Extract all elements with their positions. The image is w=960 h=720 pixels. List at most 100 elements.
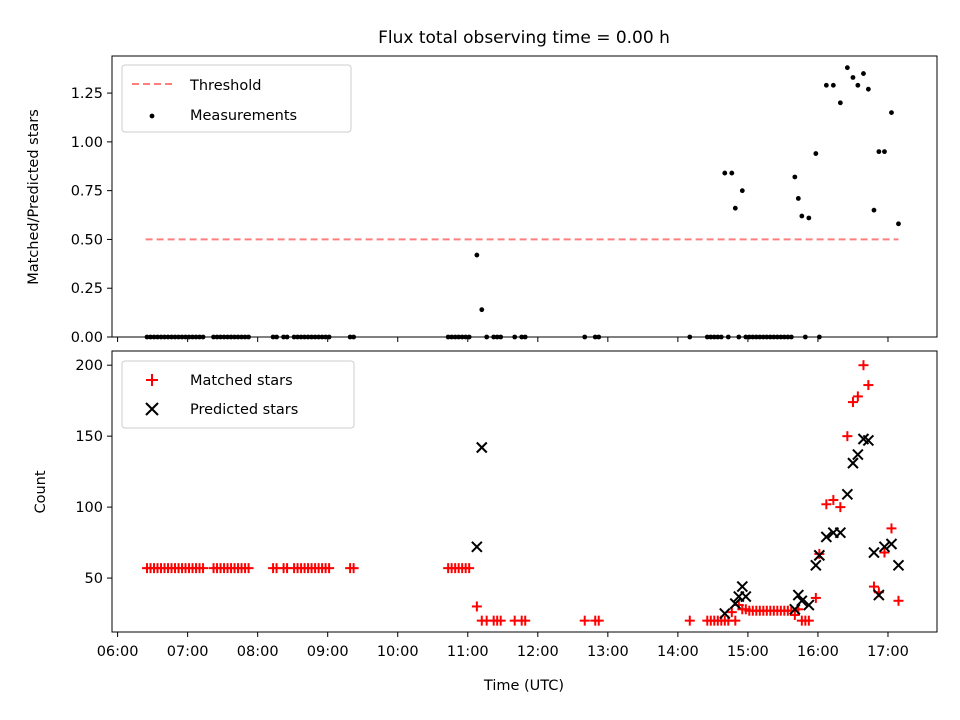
predicted-star-point — [729, 597, 742, 610]
bottom-x-tick-label: 09:00 — [307, 644, 349, 660]
top-y-tick-label: 0.50 — [71, 232, 103, 248]
predicted-star-point — [789, 603, 801, 616]
matched-star-point — [803, 615, 814, 626]
predicted-star-point — [792, 589, 805, 601]
predicted-star-point — [873, 589, 885, 601]
top-legend-box — [121, 64, 352, 133]
bottom-x-axis-label: Time (UTC) — [483, 678, 564, 694]
matched-star-point — [868, 581, 879, 592]
predicted-star-point — [796, 595, 808, 607]
bottom-x-tick-label: 11:00 — [447, 644, 489, 660]
measurement-point — [844, 65, 850, 71]
legend-matched-label: Matched stars — [190, 373, 293, 389]
matched-star-point — [893, 595, 904, 606]
matched-star-point — [520, 615, 531, 626]
measurement-point — [799, 213, 805, 219]
legend-threshold-label: Threshold — [189, 78, 261, 94]
top-panel: Flux total observing time = 0.00 h 0.00 0… — [26, 28, 938, 346]
bottom-x-tick-label: 12:00 — [517, 644, 559, 660]
bottom-legend: Matched stars Predicted stars — [121, 360, 355, 429]
bottom-x-tick-label: 07:00 — [167, 644, 209, 660]
matched-star-point — [835, 502, 846, 513]
predicted-star-point — [841, 488, 854, 501]
predicted-star-point — [878, 541, 891, 553]
measurement-point — [795, 196, 801, 201]
bottom-x-tick-label: 15:00 — [727, 644, 769, 660]
bottom-y-tick-label: 200 — [75, 358, 103, 374]
measurement-point — [732, 205, 738, 211]
matched-star-point — [348, 563, 359, 574]
matched-star-point — [863, 380, 874, 391]
measurement-point — [806, 215, 812, 221]
predicted-star-point — [813, 549, 826, 562]
predicted-star-point — [834, 526, 847, 539]
matched-star-point — [814, 548, 825, 559]
measurement-point — [882, 149, 887, 155]
measurement-point — [474, 252, 480, 258]
matched-star-point — [879, 547, 890, 558]
measurement-point — [889, 110, 894, 115]
bottom-points-layer — [142, 360, 905, 626]
top-y-tick-label: 0.00 — [71, 330, 103, 346]
predicted-star-point — [803, 599, 815, 611]
matched-star-point — [726, 607, 737, 618]
predicted-star-point — [862, 434, 875, 447]
top-y-ticks: 0.00 0.25 0.50 0.75 1.00 1.25 — [71, 86, 112, 346]
predicted-star-point — [868, 546, 880, 559]
matched-star-point — [579, 615, 590, 626]
predicted-star-point — [471, 541, 483, 553]
bottom-x-tick-label: 13:00 — [587, 644, 629, 660]
matched-star-point — [858, 360, 869, 371]
predicted-star-point — [476, 441, 488, 454]
matched-star-point — [495, 615, 506, 626]
matched-star-point — [789, 609, 800, 620]
top-plot-frame — [111, 55, 938, 338]
matched-star-point — [821, 499, 832, 510]
measurement-point — [792, 174, 798, 180]
bottom-panel: 06:00 07:00 08:00 09:00 10:00 11:00 12:00 13:00… — [33, 350, 938, 694]
bottom-x-tick-label: 06:00 — [97, 644, 139, 660]
bottom-y-tick-label: 50 — [85, 571, 103, 587]
top-legend: Threshold Measurements — [121, 64, 352, 133]
legend-measurements-swatch — [149, 113, 155, 119]
top-y-tick-label: 0.25 — [71, 281, 103, 297]
measurement-point — [830, 82, 836, 88]
bottom-legend-box — [121, 360, 355, 429]
bottom-y-tick-label: 150 — [75, 429, 103, 445]
measurement-point — [861, 71, 866, 76]
top-title: Flux total observing time = 0.00 h — [378, 28, 670, 48]
matched-star-point — [243, 563, 254, 574]
matched-star-point — [198, 563, 209, 574]
measurement-point — [871, 207, 877, 213]
legend-matched-swatch — [146, 374, 158, 386]
measurement-point — [876, 149, 882, 155]
matched-star-point — [886, 523, 897, 534]
matched-star-point — [324, 563, 335, 574]
measurement-point — [850, 75, 856, 80]
matched-star-point — [842, 431, 853, 442]
predicted-star-point — [892, 559, 905, 572]
matched-star-point — [471, 601, 482, 612]
measurement-point — [855, 82, 861, 88]
measurement-point — [739, 188, 745, 194]
legend-measurements-label: Measurements — [190, 108, 297, 124]
measurement-point — [729, 170, 735, 176]
bottom-x-tick-label: 14:00 — [657, 644, 699, 660]
matched-star-point — [852, 391, 863, 402]
bottom-plot-frame — [111, 350, 938, 633]
bottom-x-tick-label: 10:00 — [377, 644, 419, 660]
bottom-y-axis-label: Count — [33, 470, 49, 513]
matched-star-point — [730, 615, 741, 626]
matched-star-point — [593, 615, 604, 626]
bottom-y-tick-label: 100 — [75, 500, 103, 516]
predicted-star-point — [852, 448, 864, 461]
legend-predicted-swatch — [145, 402, 159, 416]
measurement-point — [865, 86, 871, 92]
top-x-ticks — [117, 337, 889, 342]
predicted-star-point — [847, 457, 859, 469]
bottom-x-tick-label: 08:00 — [237, 644, 279, 660]
matched-star-point — [847, 397, 858, 408]
bottom-x-tick-label: 17:00 — [867, 644, 909, 660]
measurement-point — [837, 100, 843, 106]
